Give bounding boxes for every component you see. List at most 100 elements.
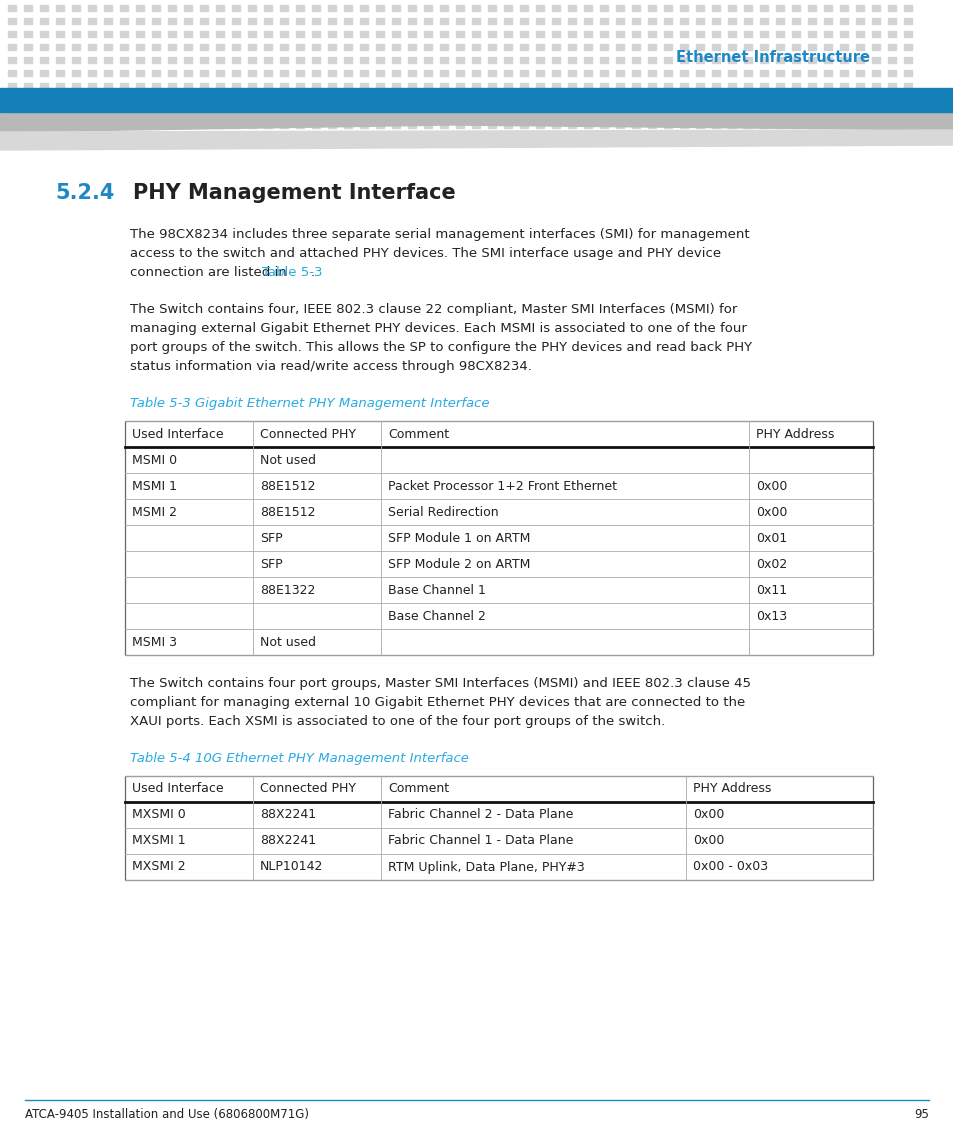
Bar	[552, 70, 559, 76]
Bar	[295, 82, 304, 89]
Bar	[536, 57, 543, 63]
Bar	[903, 109, 911, 115]
Text: MSMI 3: MSMI 3	[132, 635, 177, 648]
Bar	[696, 96, 703, 102]
Bar	[552, 82, 559, 89]
Bar	[791, 5, 800, 11]
Bar	[631, 18, 639, 24]
Bar	[359, 123, 368, 128]
Text: 0x13: 0x13	[755, 609, 786, 623]
Bar	[871, 5, 879, 11]
Text: PHY Management Interface: PHY Management Interface	[132, 183, 456, 203]
Bar	[408, 96, 416, 102]
Text: MSMI 1: MSMI 1	[132, 480, 177, 492]
Bar	[807, 18, 815, 24]
Bar	[760, 70, 767, 76]
Bar	[647, 18, 656, 24]
Bar	[488, 123, 496, 128]
Bar	[328, 96, 335, 102]
Bar	[647, 109, 656, 115]
Bar	[232, 109, 240, 115]
Bar	[295, 123, 304, 128]
Bar	[40, 70, 48, 76]
Bar	[24, 44, 32, 50]
Text: 0x00: 0x00	[692, 808, 723, 821]
Bar	[599, 57, 607, 63]
Bar	[104, 57, 112, 63]
Bar	[136, 31, 144, 37]
Bar	[631, 70, 639, 76]
Bar	[232, 57, 240, 63]
Bar	[56, 109, 64, 115]
Bar	[519, 123, 527, 128]
Bar	[104, 109, 112, 115]
Bar	[456, 31, 463, 37]
Bar	[168, 18, 175, 24]
Bar	[232, 82, 240, 89]
Bar	[696, 123, 703, 128]
Bar	[392, 57, 399, 63]
Bar	[696, 18, 703, 24]
Bar	[295, 44, 304, 50]
Bar	[8, 5, 16, 11]
Bar	[488, 109, 496, 115]
Bar	[248, 18, 255, 24]
Bar	[200, 96, 208, 102]
Text: Ethernet Infrastructure: Ethernet Infrastructure	[676, 49, 869, 64]
Bar	[903, 123, 911, 128]
Bar	[40, 109, 48, 115]
Bar	[295, 31, 304, 37]
Bar	[312, 31, 319, 37]
Bar	[88, 70, 96, 76]
Bar	[583, 5, 592, 11]
Bar	[679, 123, 687, 128]
Bar	[663, 82, 671, 89]
Bar	[56, 57, 64, 63]
Polygon shape	[0, 131, 953, 150]
Bar	[312, 18, 319, 24]
Bar	[200, 5, 208, 11]
Bar	[184, 5, 192, 11]
Text: port groups of the switch. This allows the SP to configure the PHY devices and r: port groups of the switch. This allows t…	[130, 341, 751, 354]
Bar	[488, 82, 496, 89]
Bar	[359, 5, 368, 11]
Bar	[392, 70, 399, 76]
Bar	[423, 31, 432, 37]
Bar	[871, 82, 879, 89]
Bar	[152, 5, 160, 11]
Bar	[760, 18, 767, 24]
Text: 0x00: 0x00	[755, 480, 786, 492]
Bar	[840, 5, 847, 11]
Bar	[760, 96, 767, 102]
Bar	[312, 5, 319, 11]
Bar	[280, 82, 288, 89]
Bar	[104, 82, 112, 89]
Bar	[855, 96, 863, 102]
Bar	[215, 57, 224, 63]
Bar	[647, 70, 656, 76]
Text: 5.2.4: 5.2.4	[55, 183, 114, 203]
Bar	[328, 31, 335, 37]
Bar	[743, 5, 751, 11]
Bar	[567, 57, 576, 63]
Bar	[456, 5, 463, 11]
Bar	[439, 123, 448, 128]
Bar	[616, 31, 623, 37]
Text: RTM Uplink, Data Plane, PHY#3: RTM Uplink, Data Plane, PHY#3	[388, 861, 584, 874]
Bar	[760, 44, 767, 50]
Bar	[775, 44, 783, 50]
Bar	[823, 70, 831, 76]
Bar	[168, 123, 175, 128]
Bar	[599, 109, 607, 115]
Bar	[328, 5, 335, 11]
Bar	[567, 18, 576, 24]
Bar	[807, 70, 815, 76]
Bar	[375, 109, 384, 115]
Bar	[647, 82, 656, 89]
Bar	[232, 31, 240, 37]
Bar	[215, 82, 224, 89]
Text: MXSMI 2: MXSMI 2	[132, 861, 186, 874]
Bar	[791, 82, 800, 89]
Bar	[823, 18, 831, 24]
Bar	[775, 18, 783, 24]
